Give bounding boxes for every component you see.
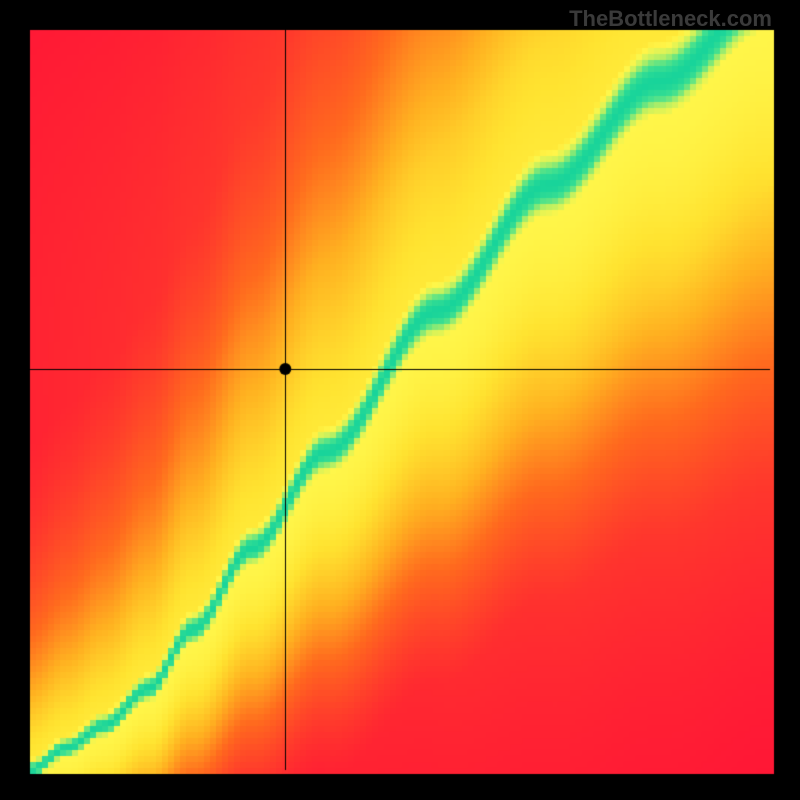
chart-container: { "meta": { "watermark_text": "TheBottle… — [0, 0, 800, 800]
watermark-label: TheBottleneck.com — [569, 6, 772, 32]
heatmap-canvas — [0, 0, 800, 800]
